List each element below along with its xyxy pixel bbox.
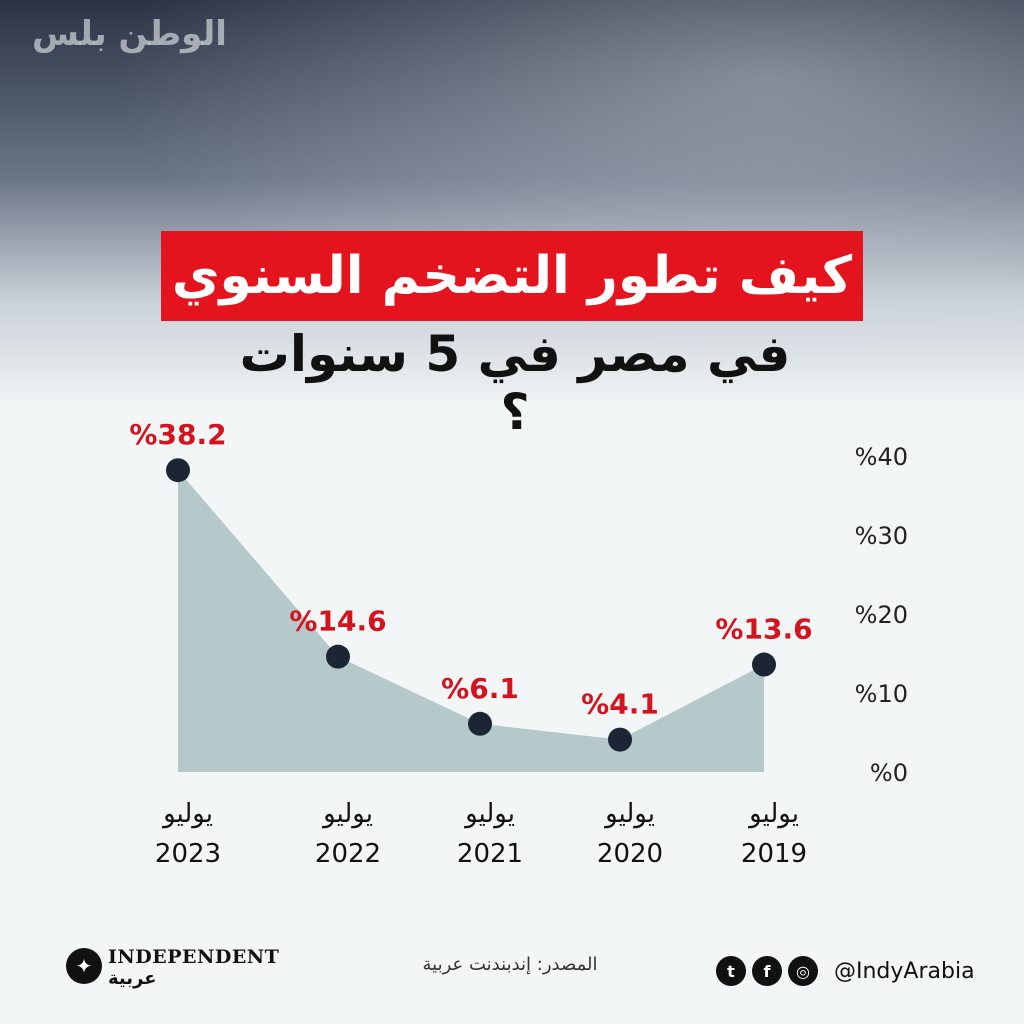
x-tick-year: 2020 <box>597 839 663 869</box>
source-note: المصدر: إندبندنت عربية <box>422 954 598 975</box>
data-label: %13.6 <box>715 613 812 646</box>
data-label: %4.1 <box>581 688 659 721</box>
x-tick-year: 2023 <box>155 839 221 869</box>
independent-logo: ✦ INDEPENDENT عربية <box>66 942 279 992</box>
y-tick-label: %40 <box>855 443 908 471</box>
x-tick-month: يوليو <box>603 799 655 829</box>
y-tick-label: %20 <box>855 601 908 629</box>
x-tick-month: يوليو <box>161 799 213 829</box>
x-tick-month: يوليو <box>463 799 515 829</box>
page-subtitle: في مصر في 5 سنوات ؟ <box>239 325 791 441</box>
facebook-icon[interactable]: f <box>752 956 782 986</box>
twitter-icon[interactable]: t <box>716 956 746 986</box>
eagle-icon: ✦ <box>66 948 102 984</box>
page-title: كيف تطور التضخم السنوي <box>161 231 863 321</box>
y-tick-label: %10 <box>855 680 908 708</box>
data-point <box>166 458 190 483</box>
x-tick-year: 2019 <box>741 839 807 869</box>
x-tick-year: 2021 <box>457 839 523 869</box>
social-bar: t f ◎ @IndyArabia <box>716 954 975 988</box>
x-tick-month: يوليو <box>321 799 373 829</box>
watermark-logo: الوطن بلس <box>32 14 227 54</box>
header-background: الوطن بلس <box>0 0 1024 400</box>
y-tick-label: %0 <box>870 759 908 787</box>
instagram-icon[interactable]: ◎ <box>788 956 818 986</box>
social-handle[interactable]: @IndyArabia <box>834 958 975 984</box>
area-fill <box>178 470 764 772</box>
data-label: %6.1 <box>441 672 519 705</box>
logo-text-en: INDEPENDENT <box>108 946 280 968</box>
x-tick-year: 2022 <box>315 839 381 869</box>
data-point <box>468 711 492 736</box>
inflation-chart: %38.2 %14.6 %6.1 %4.1 %13.6 %40 %30 %20 %10 %0 ي… <box>129 418 908 869</box>
data-point <box>608 727 632 752</box>
data-label: %14.6 <box>289 605 386 638</box>
data-point <box>326 644 350 669</box>
y-tick-label: %30 <box>855 522 908 550</box>
x-tick-month: يوليو <box>747 799 799 829</box>
data-point <box>752 652 776 677</box>
data-label: %38.2 <box>129 418 226 451</box>
logo-text-ar: عربية <box>108 968 157 989</box>
header-glow <box>0 0 1024 400</box>
